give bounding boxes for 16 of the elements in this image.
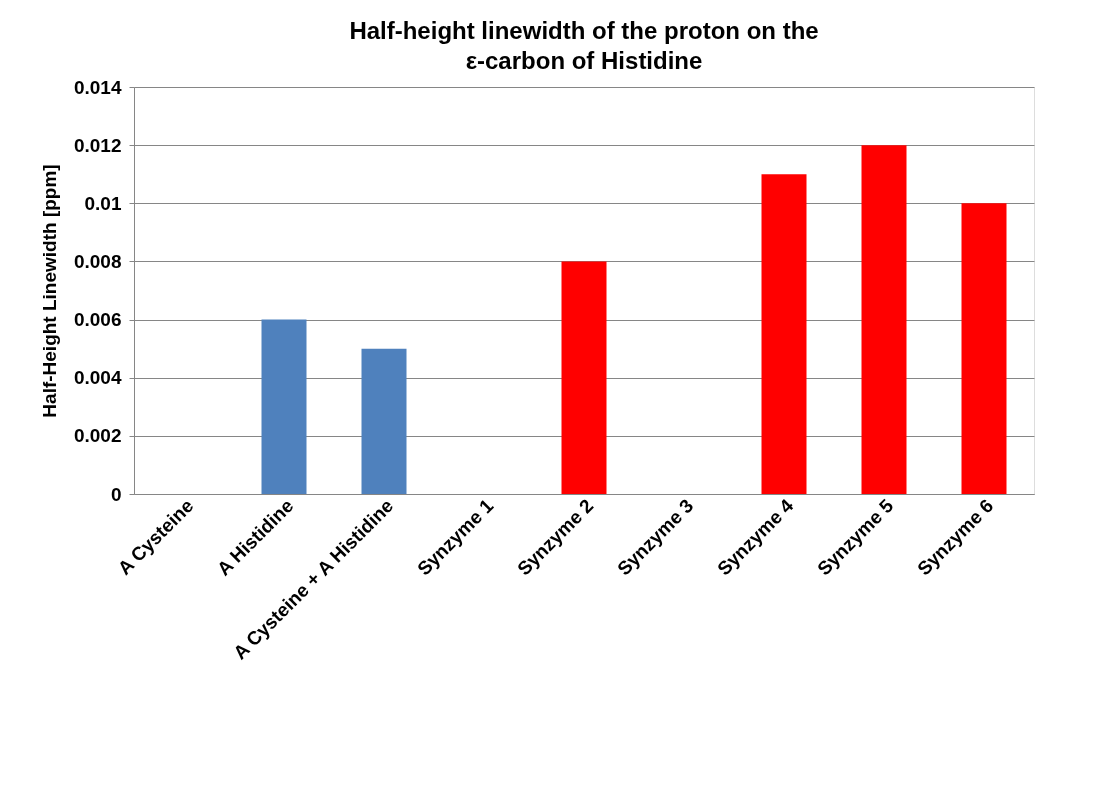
- y-axis-title: Half-Height Linewidth [ppm]: [38, 164, 60, 418]
- y-tick-label: 0: [110, 483, 122, 505]
- y-tick-label: 0.012: [73, 134, 122, 156]
- bar: [861, 145, 907, 494]
- bar: [261, 319, 307, 494]
- y-tick-label: 0.014: [73, 76, 122, 98]
- y-tick-label: 0.004: [73, 367, 122, 389]
- y-tick-label: 0.008: [73, 250, 122, 272]
- bar: [561, 261, 607, 494]
- bar: [761, 174, 807, 494]
- y-tick-label: 0.006: [73, 309, 122, 331]
- bar: [961, 203, 1007, 494]
- y-tick-label: 0.002: [73, 425, 122, 447]
- chart-title: Half-height linewidth of the proton on the ε-carbon of Histidine: [349, 17, 819, 74]
- bar: [361, 348, 407, 494]
- y-tick-label: 0.01: [84, 192, 122, 214]
